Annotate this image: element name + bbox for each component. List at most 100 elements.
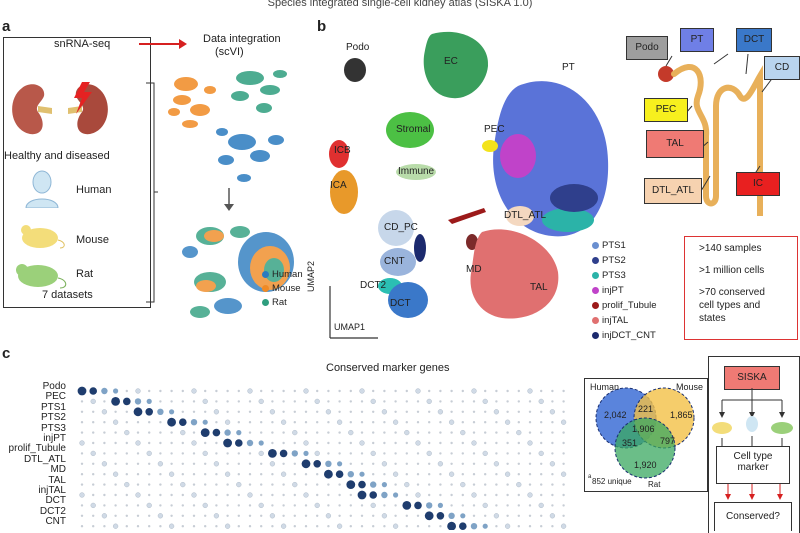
dotplot-dot xyxy=(472,452,476,455)
dotplot-dot xyxy=(517,514,520,517)
dotplot-dot xyxy=(226,400,229,403)
dotplot-dot xyxy=(528,431,532,434)
dotplot-dot xyxy=(450,493,453,497)
dotplot-dot xyxy=(392,471,399,477)
dotplot-dot xyxy=(303,388,309,394)
dotplot-dot xyxy=(349,493,352,497)
dotplot-dot xyxy=(447,521,456,530)
dotplot-dot xyxy=(247,492,253,498)
panel-a-frame xyxy=(3,37,151,308)
dotplot-dot xyxy=(439,421,442,424)
dotplot-dot xyxy=(551,400,554,403)
dotplot-dot xyxy=(316,421,319,424)
dotplot-dot xyxy=(136,473,140,476)
dotplot-dot xyxy=(360,431,364,434)
dotplot-dot xyxy=(472,431,476,434)
label-icb: ICB xyxy=(334,145,351,156)
dotplot-dot xyxy=(271,400,274,403)
dotplot-dot xyxy=(439,525,442,528)
dotplot-dot xyxy=(405,389,408,393)
dotplot-dot xyxy=(159,400,162,403)
dotplot-dot xyxy=(247,388,253,394)
dotplot-dot xyxy=(428,421,431,424)
dotplot-dot xyxy=(540,462,543,465)
dotplot-dot xyxy=(101,461,108,467)
dotplot-dot xyxy=(538,398,544,405)
dotplot-dot xyxy=(416,514,420,517)
venn-footnote: 852 unique xyxy=(592,477,632,486)
dotplot-dot xyxy=(304,400,308,403)
cell-type-marker-box: Cell type marker xyxy=(716,446,790,484)
dotplot-dot xyxy=(472,483,476,486)
flow-rat-icon xyxy=(771,422,793,434)
dotplot-dot xyxy=(472,400,476,403)
dotplot-dot xyxy=(506,431,509,434)
dotplot-row-label: PTS3 xyxy=(40,422,66,434)
cluster-cd-pc xyxy=(378,210,414,246)
dotplot-dot xyxy=(495,493,498,497)
dotplot-dot xyxy=(215,400,218,403)
dotplot-dot xyxy=(460,481,466,488)
dotplot-dot xyxy=(237,493,240,497)
dotplot-dot xyxy=(428,441,431,445)
dotplot-dot xyxy=(349,525,352,528)
legend-pts3-label: PTS3 xyxy=(602,270,626,281)
dotplot-dot xyxy=(192,400,196,403)
venn-human-only: 2,042 xyxy=(604,410,627,420)
dotplot-dot xyxy=(280,471,287,477)
dotplot-dot xyxy=(327,431,330,434)
dotplot-dot xyxy=(192,473,196,476)
dotplot-dot xyxy=(495,421,498,424)
dotplot-dot xyxy=(495,504,498,507)
dotplot-dot xyxy=(338,504,341,507)
dotplot-dot xyxy=(282,441,285,445)
dotplot-dot xyxy=(125,514,128,517)
label-podo: Podo xyxy=(346,42,370,53)
dotplot-dot xyxy=(360,525,364,528)
dotplot-dot xyxy=(148,389,151,393)
lightning-icon xyxy=(74,82,92,114)
marker-label-2: marker xyxy=(737,462,769,473)
dotplot-dot xyxy=(416,473,420,476)
dotplot-dot xyxy=(316,473,319,476)
dotplot-dot xyxy=(370,481,377,488)
dotplot-dot xyxy=(148,431,151,434)
anatomy-podo: Podo xyxy=(626,36,668,60)
dotplot-dot xyxy=(191,492,197,498)
dotplot-dot xyxy=(169,409,175,415)
cluster-ec xyxy=(423,31,489,99)
dotplot-dot xyxy=(103,493,106,497)
dotplot-dot xyxy=(293,389,296,393)
dotplot-dot xyxy=(360,504,364,507)
dotplot-dot xyxy=(237,410,240,413)
siska-box: SISKA xyxy=(724,366,780,390)
dotplot-dot xyxy=(136,483,140,486)
panel-c-letter: c xyxy=(2,345,11,362)
dotplot-dot xyxy=(237,421,240,424)
dotplot-row-label: prolif_Tubule xyxy=(8,443,66,455)
label-dct2: DCT2 xyxy=(360,280,387,291)
dotplot-dot xyxy=(136,421,140,424)
dotplot-dot xyxy=(114,452,117,455)
dotplot-dot xyxy=(304,431,308,434)
dotplot-dot xyxy=(327,452,330,455)
rat-cluster-cloud xyxy=(231,70,287,113)
stat-conserved-3: states xyxy=(699,313,726,324)
dotplot-dot xyxy=(416,525,420,528)
dotplot-dot xyxy=(226,514,229,517)
dotplot-dot xyxy=(540,514,543,517)
venn-hm: 221 xyxy=(638,404,654,414)
dotplot-dot xyxy=(260,514,263,517)
tubule-path xyxy=(671,64,763,216)
dotplot-dot xyxy=(136,525,140,528)
dotplot-dot xyxy=(271,493,274,497)
dotplot-dot xyxy=(358,480,366,489)
dotplot-dot xyxy=(493,513,500,519)
dotplot-dot xyxy=(562,483,565,486)
dotplot-dot xyxy=(540,431,543,434)
dotplot-dot xyxy=(338,514,341,517)
dotplot-dot xyxy=(269,461,276,467)
dotplot-dot xyxy=(372,431,375,434)
label-immune: Immune xyxy=(398,166,435,177)
dotplot-dot xyxy=(460,513,466,519)
